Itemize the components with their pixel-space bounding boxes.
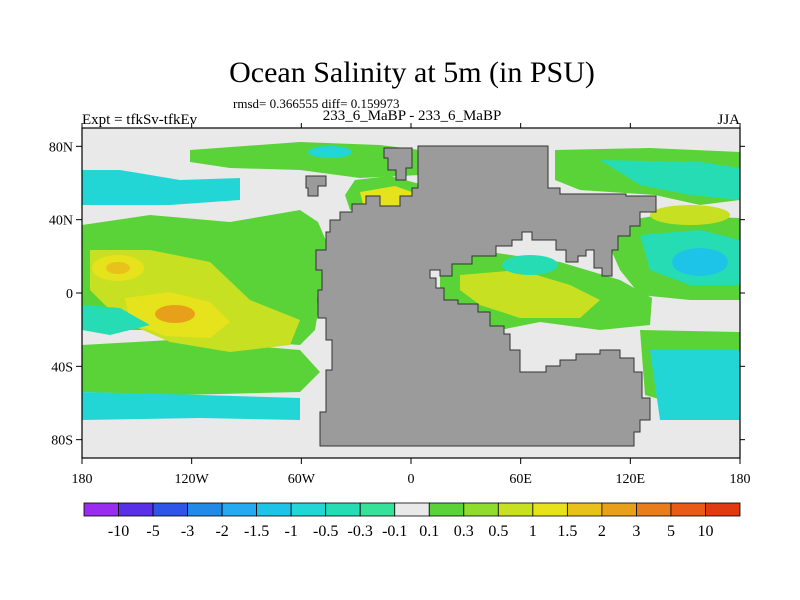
colorbar-label: -0.5 — [313, 523, 338, 540]
x-tick-label: 180 — [730, 472, 751, 487]
x-tick-label: 120W — [175, 472, 210, 487]
colorbar-swatch — [187, 502, 223, 517]
colorbar-swatch — [705, 502, 741, 517]
colorbar-label: 2 — [598, 523, 606, 540]
contour-cyan-north-east-pacific — [600, 160, 740, 200]
contour-orange-west-pacific — [106, 262, 130, 274]
x-axis-ticks: 180 120W 60W 0 60E 120E 180 — [72, 123, 751, 487]
x-tick-label: 60E — [509, 472, 532, 487]
y-tick-label: 0 — [66, 287, 73, 302]
colorbar-label: 0.3 — [454, 523, 474, 540]
map-area — [82, 128, 740, 458]
contour-cyan-south-band — [82, 392, 300, 420]
y-tick-label: 40S — [51, 360, 73, 375]
y-axis-ticks: 80N 40N 0 40S 80S — [49, 140, 745, 449]
colorbar-swatch — [601, 502, 637, 517]
season-label: JJA — [717, 112, 740, 128]
contour-yellowgreen-east-pacific — [650, 205, 730, 225]
y-tick-label: 40N — [49, 214, 73, 229]
colorbar-label: 3 — [632, 523, 640, 540]
colorbar-swatch — [497, 502, 534, 517]
x-tick-label: 60W — [288, 472, 316, 487]
contour-green-arctic-band — [190, 142, 420, 178]
case-label: 233_6_MaBP - 233_6_MaBP — [323, 108, 502, 124]
y-tick-label: 80S — [51, 434, 73, 449]
x-tick-label: 180 — [72, 472, 93, 487]
chart-title: Ocean Salinity at 5m (in PSU) — [229, 56, 595, 89]
stats-label: rmsd= 0.366555 diff= 0.159973 — [233, 96, 399, 111]
x-tick-label: 0 — [408, 472, 415, 487]
colorbar: -10 -5 -3 -2 -1.5 -1 -0.5 -0.3 -0.1 0.1 0.3 0.5 1 1.5… — [83, 502, 741, 540]
colorbar-label: 0.5 — [488, 523, 508, 540]
contour-cyan-south-pacific — [82, 305, 150, 335]
colorbar-swatch — [118, 502, 154, 517]
colorbar-label: 0.1 — [419, 523, 439, 540]
colorbar-label: 10 — [697, 523, 713, 540]
colorbar-label: -1 — [284, 523, 297, 540]
contour-orange-pacific-core — [155, 305, 195, 323]
colorbar-swatch — [566, 502, 603, 517]
colorbar-swatch — [256, 502, 292, 517]
contour-cyan-bay — [502, 255, 558, 275]
colorbar-swatch — [636, 502, 672, 517]
colorbar-swatch — [290, 502, 327, 517]
colorbar-swatch — [532, 502, 568, 517]
colorbar-swatch — [428, 502, 465, 517]
colorbar-label: 1.5 — [557, 523, 577, 540]
y-tick-label: 80N — [49, 140, 73, 155]
colorbar-label: -5 — [146, 523, 159, 540]
colorbar-label: -0.1 — [382, 523, 407, 540]
colorbar-label: -10 — [108, 523, 129, 540]
contour-cyan-arctic — [308, 146, 352, 158]
colorbar-label: 1 — [529, 523, 537, 540]
land-greenland — [383, 147, 413, 181]
land-mask — [315, 145, 657, 447]
colorbar-swatch — [359, 502, 396, 517]
colorbar-swatch — [325, 502, 361, 517]
colorbar-swatch — [83, 502, 119, 517]
x-tick-label: 120E — [616, 472, 646, 487]
colorbar-label: -1.5 — [244, 523, 269, 540]
colorbar-swatch — [463, 502, 499, 517]
colorbar-swatch — [152, 502, 188, 517]
expt-label: Expt = tfkSv-tfkEv — [82, 112, 198, 128]
colorbar-label: -3 — [181, 523, 194, 540]
contour-blue-east-pacific — [672, 248, 728, 276]
contour-cyan-south-east — [650, 350, 740, 420]
colorbar-label: 5 — [667, 523, 675, 540]
land-arctic-island — [305, 175, 327, 197]
contour-green-south-pacific — [82, 340, 320, 395]
colorbar-swatch — [670, 502, 706, 517]
colorbar-label: -2 — [215, 523, 228, 540]
colorbar-label: -0.3 — [348, 523, 373, 540]
contour-yellowgreen-indian — [460, 270, 600, 318]
colorbar-swatch — [394, 502, 430, 517]
colorbar-swatch — [221, 502, 258, 517]
contour-cyan-north-pacific — [82, 170, 240, 205]
